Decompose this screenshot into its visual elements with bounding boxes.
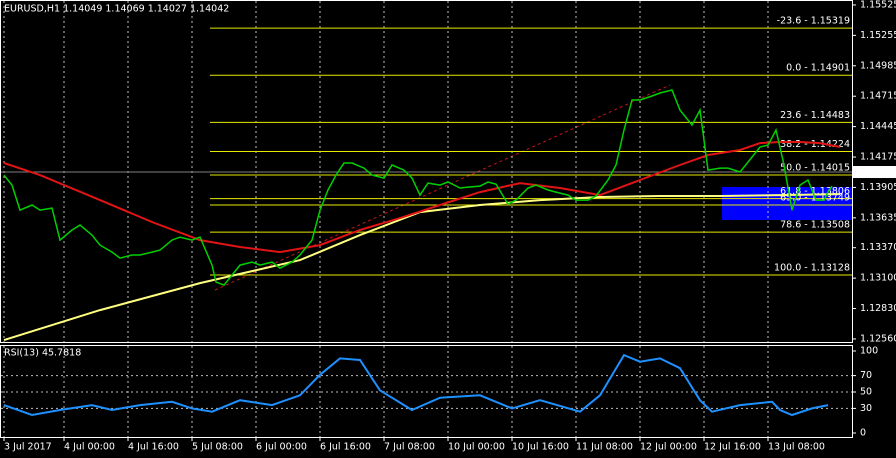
y-tick-label: 1.15525 bbox=[860, 0, 896, 10]
x-tick-label: 13 Jul 08:00 bbox=[768, 442, 825, 453]
price-label: 1.14042 bbox=[856, 167, 895, 178]
rsi-title: RSI(13) 45.7818 bbox=[4, 348, 81, 359]
x-tick-label: 12 Jul 00:00 bbox=[640, 442, 697, 453]
y-tick-label: 100 bbox=[860, 346, 878, 357]
trend-line bbox=[214, 84, 671, 291]
series-line bbox=[3, 89, 833, 286]
fib-label: 78.6 - 1.13508 bbox=[780, 220, 850, 231]
y-tick-label: 0 bbox=[860, 428, 866, 439]
series-line bbox=[3, 193, 841, 342]
fib-label: 23.6 - 1.14483 bbox=[780, 110, 850, 121]
series-line bbox=[3, 141, 841, 254]
main-frame bbox=[0, 0, 853, 343]
x-tick-label: 6 Jul 00:00 bbox=[256, 442, 307, 453]
x-tick-label: 5 Jul 08:00 bbox=[192, 442, 243, 453]
fib-label: 50.0 - 1.14015 bbox=[780, 163, 850, 174]
x-tick-label: 12 Jul 16:00 bbox=[704, 442, 761, 453]
y-tick-label: 1.14445 bbox=[860, 121, 896, 132]
x-tick-label: 10 Jul 00:00 bbox=[448, 442, 505, 453]
x-tick-label: 7 Jul 08:00 bbox=[384, 442, 435, 453]
series-line bbox=[3, 353, 829, 417]
y-tick-label: 1.12560 bbox=[860, 333, 896, 344]
x-tick-label: 3 Jul 2017 bbox=[4, 442, 52, 453]
fib-label: 100.0 - 1.13128 bbox=[774, 262, 850, 273]
x-tick-label: 4 Jul 00:00 bbox=[64, 442, 115, 453]
fib-label: -23.6 - 1.15319 bbox=[777, 16, 850, 27]
y-tick-label: 1.15255 bbox=[860, 30, 896, 41]
fib-label: 61.8 - 1.13806 bbox=[780, 186, 850, 197]
x-tick-label: 11 Jul 08:00 bbox=[576, 442, 633, 453]
y-tick-label: 1.13100 bbox=[860, 273, 896, 284]
y-tick-label: 1.14715 bbox=[860, 91, 896, 102]
y-tick-label: 1.13905 bbox=[860, 182, 896, 193]
x-tick-label: 10 Jul 16:00 bbox=[512, 442, 569, 453]
x-tick-label: 4 Jul 16:00 bbox=[128, 442, 179, 453]
chart-title: EURUSD,H1 1.14049 1.14069 1.14027 1.1404… bbox=[4, 4, 229, 15]
rectangle-object bbox=[722, 187, 852, 220]
y-tick-label: 1.14985 bbox=[860, 60, 896, 71]
y-tick-label: 70 bbox=[860, 370, 872, 381]
y-tick-label: 1.14175 bbox=[860, 152, 896, 163]
fib-label: 38.2 - 1.14224 bbox=[780, 139, 850, 150]
price-box bbox=[853, 166, 896, 179]
y-tick-label: 1.13635 bbox=[860, 212, 896, 223]
y-tick-label: 1.12830 bbox=[860, 303, 896, 314]
y-tick-label: 50 bbox=[860, 387, 872, 398]
y-tick-label: 1.13370 bbox=[860, 242, 896, 253]
fib-label: 0.0 - 1.14901 bbox=[786, 63, 850, 74]
y-tick-label: 30 bbox=[860, 403, 872, 414]
x-tick-label: 6 Jul 16:00 bbox=[320, 442, 371, 453]
